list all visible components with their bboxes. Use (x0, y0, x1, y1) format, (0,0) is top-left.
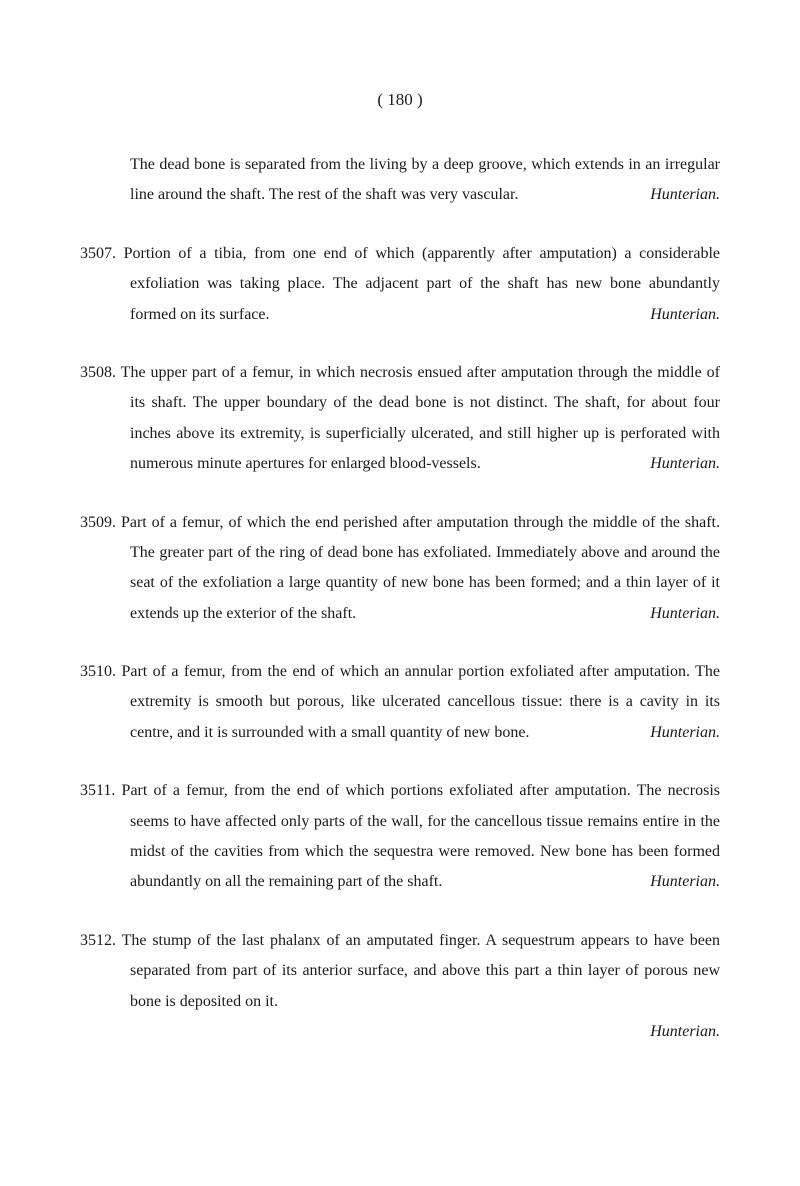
entry-number: 3509. (80, 514, 116, 531)
entry-source: Hunterian. (700, 300, 720, 330)
entry-3507: 3507. Portion of a tibia, from one end o… (80, 239, 720, 330)
entry-text: Portion of a tibia, from one end of whic… (124, 245, 720, 323)
entry-source: Hunterian. (130, 1017, 720, 1047)
entry-3512: 3512. The stump of the last phalanx of a… (80, 926, 720, 1048)
entry-text: Part of a femur, of which the end perish… (121, 514, 720, 622)
intro-paragraph: The dead bone is separated from the livi… (130, 150, 720, 211)
entry-text: The stump of the last phalanx of an ampu… (122, 932, 720, 1010)
entry-3511: 3511. Part of a femur, from the end of w… (80, 776, 720, 898)
entry-number: 3508. (80, 364, 116, 381)
entry-text: Part of a femur, from the end of which a… (121, 663, 720, 741)
entry-text: Part of a femur, from the end of which p… (122, 782, 720, 890)
entry-3510: 3510. Part of a femur, from the end of w… (80, 657, 720, 748)
intro-source: Hunterian. (650, 180, 720, 210)
entry-3508: 3508. The upper part of a femur, in whic… (80, 358, 720, 480)
entry-number: 3512. (80, 932, 116, 949)
entry-number: 3510. (80, 663, 116, 680)
intro-text: The dead bone is separated from the livi… (130, 156, 720, 203)
entry-source: Hunterian. (700, 867, 720, 897)
entry-number: 3507. (80, 245, 116, 262)
entry-number: 3511. (80, 782, 115, 799)
entry-source: Hunterian. (700, 449, 720, 479)
page-number: ( 180 ) (80, 90, 720, 110)
entry-3509: 3509. Part of a femur, of which the end … (80, 508, 720, 630)
entry-text: The upper part of a femur, in which necr… (121, 364, 720, 472)
entry-source: Hunterian. (700, 718, 720, 748)
entry-source: Hunterian. (700, 599, 720, 629)
